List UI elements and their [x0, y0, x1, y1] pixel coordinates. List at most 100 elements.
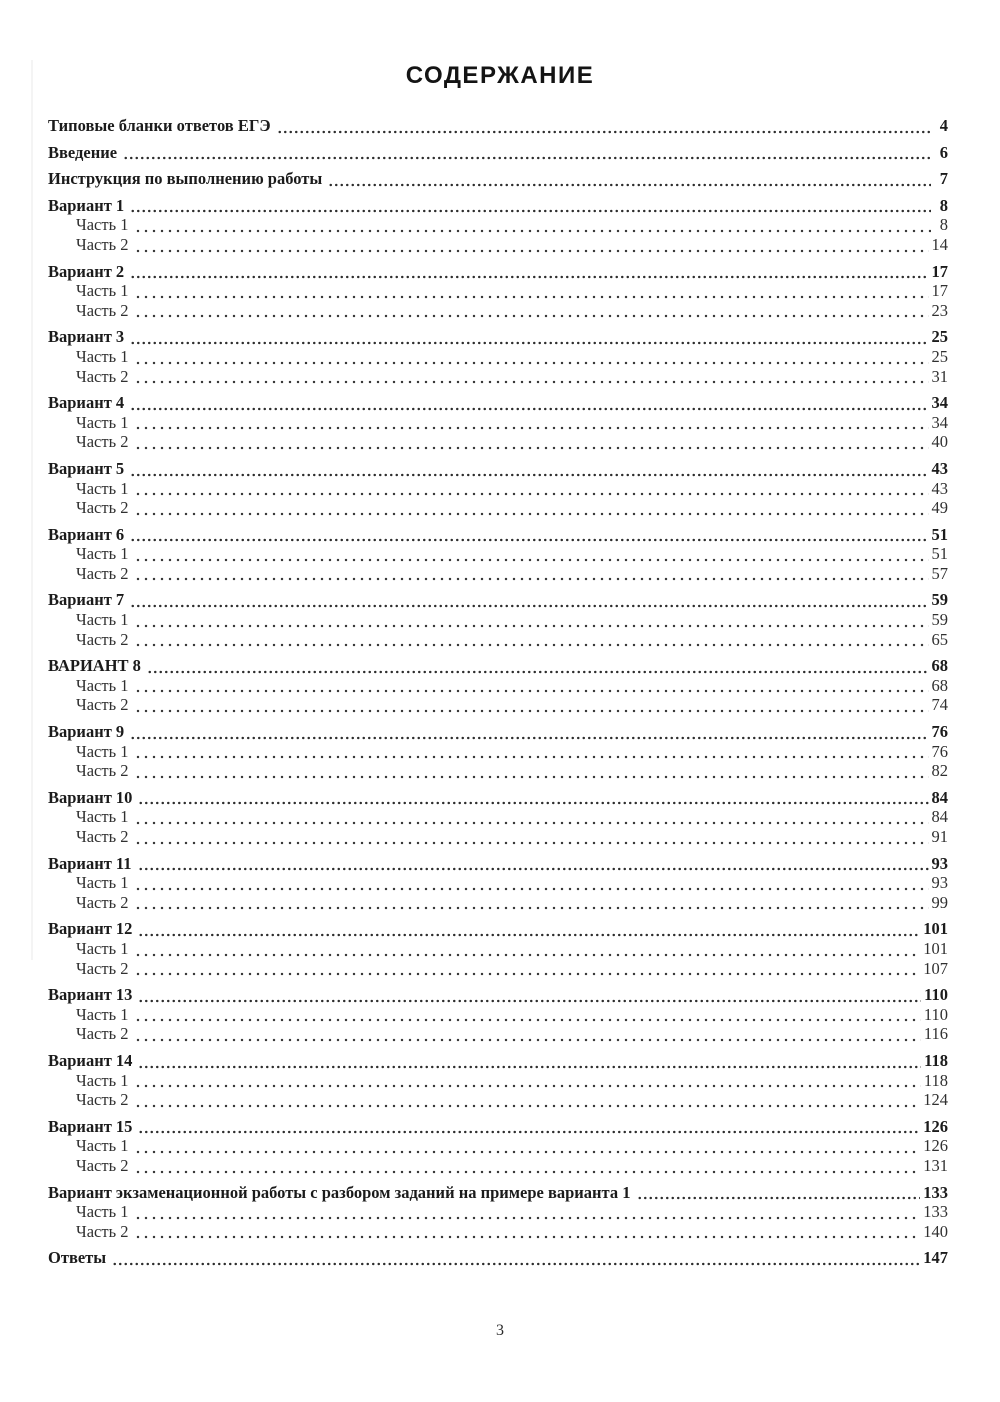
dot-leader	[134, 1090, 921, 1110]
toc-entry-label: Ответы	[48, 1248, 107, 1268]
toc-entry-label: Часть 1	[76, 675, 129, 695]
toc-entry-label: Часть 1	[76, 478, 129, 498]
toc-entry-label: Вариант 14	[48, 1050, 133, 1070]
dot-leader	[138, 787, 929, 808]
dot-leader	[134, 1155, 921, 1176]
toc-entry-label: Вариант 4	[48, 393, 125, 413]
toc-entry-label: Часть 1	[76, 1202, 129, 1222]
toc-entry-page: 57	[931, 563, 949, 583]
dot-leader	[134, 827, 929, 847]
toc-subentry: Часть 1 34	[48, 412, 949, 433]
toc-subentry: Часть 2 49	[48, 498, 948, 518]
toc-entry-page: 74	[931, 695, 949, 715]
dot-leader	[112, 1248, 921, 1268]
toc-entry: Вариант 15 126	[48, 1116, 948, 1137]
toc-entry-label: Часть 2	[76, 761, 129, 781]
toc-subentry: Часть 2 91	[48, 827, 948, 847]
dot-leader	[134, 958, 921, 979]
dot-leader	[130, 327, 929, 347]
toc-entry-label: Часть 2	[76, 366, 129, 386]
toc-subentry: Часть 2 40	[48, 432, 948, 452]
toc-entry-page: 126	[923, 1136, 948, 1156]
toc-subentry: Часть 2 74	[48, 695, 949, 716]
toc-subentry: Часть 2 107	[48, 958, 948, 979]
toc-entry-label: Часть 1	[76, 412, 129, 432]
toc-entry: Вариант 14 118	[48, 1050, 948, 1071]
toc-entry-page: 34	[931, 412, 949, 432]
toc-entry-page: 49	[931, 498, 949, 518]
toc-subentry: Часть 1 51	[48, 544, 948, 564]
dot-leader	[134, 1024, 921, 1044]
dot-leader	[138, 1050, 922, 1071]
dot-leader	[134, 1070, 921, 1091]
toc-entry-page: 31	[931, 366, 949, 386]
dot-leader	[134, 807, 929, 827]
dot-leader	[134, 892, 929, 913]
toc-entry-page: 131	[923, 1155, 948, 1175]
dot-leader	[134, 234, 929, 255]
toc-subentry: Часть 2 124	[48, 1090, 948, 1110]
toc-entry-page: 99	[931, 892, 949, 912]
toc-entry-label: Часть 2	[76, 1221, 129, 1241]
toc-subentry: Часть 1 93	[48, 873, 948, 893]
toc-entry-page: 59	[931, 590, 949, 610]
toc-entry-page: 23	[931, 300, 949, 320]
toc-entry-label: Часть 2	[76, 892, 129, 912]
toc-entry: Типовые бланки ответов ЕГЭ 4	[48, 116, 948, 136]
toc-entry-page: 82	[931, 761, 949, 781]
dot-leader	[134, 610, 929, 630]
dot-leader	[134, 215, 931, 235]
toc-entry-page: 116	[923, 1024, 948, 1044]
toc-entry-page: 4	[939, 116, 948, 135]
dot-leader	[134, 1004, 921, 1025]
toc-entry-label: Часть 2	[76, 234, 129, 254]
toc-subentry: Часть 2 131	[48, 1155, 948, 1176]
toc-entry-page: 118	[923, 1070, 948, 1090]
toc-entry-page: 110	[923, 1004, 948, 1024]
toc-entry-label: Часть 2	[76, 629, 129, 649]
toc-entry-label: Часть 1	[76, 215, 129, 235]
page-title: СОДЕРЖАНИЕ	[405, 62, 595, 89]
dot-leader	[134, 761, 929, 781]
toc-subentry: Часть 1 84	[48, 807, 948, 827]
toc-entry-label: Вариант экзаменационной работы с разборо…	[48, 1182, 631, 1202]
dot-leader	[134, 563, 929, 584]
toc-entry-page: 118	[924, 1050, 948, 1070]
toc-entry-page: 17	[931, 261, 949, 281]
toc-entry: Вариант 13 110	[48, 985, 948, 1005]
toc-entry: Ответы 147	[48, 1248, 948, 1268]
dot-leader	[636, 1182, 921, 1203]
dot-leader	[134, 300, 929, 321]
toc-entry-page: 43	[931, 478, 949, 498]
toc-entry-label: Часть 2	[76, 300, 129, 320]
toc-entry-page: 126	[923, 1116, 948, 1136]
dot-leader	[134, 432, 929, 452]
toc-entry-page: 14	[931, 234, 949, 254]
toc-entry-label: Вариант 2	[48, 261, 125, 281]
dot-leader	[138, 919, 921, 939]
toc-entry: Вариант 9 76	[48, 722, 948, 742]
toc-subentry: Часть 1 68	[48, 675, 949, 696]
toc-entry-label: Вариант 3	[48, 327, 125, 347]
toc-entry-page: 101	[923, 919, 948, 939]
toc-subentry: Часть 1 43	[48, 478, 949, 499]
toc-entry-label: ВАРИАНТ 8	[48, 656, 141, 676]
toc-entry: Вариант 11 93	[48, 853, 948, 874]
toc-entry-page: 68	[931, 675, 949, 695]
toc-entry-page: 110	[924, 985, 948, 1005]
toc-subentry: Часть 1 17	[48, 281, 948, 301]
toc-entry-label: Инструкция по выполнению работы	[48, 169, 323, 189]
dot-leader	[130, 195, 931, 216]
dot-leader	[134, 544, 929, 564]
dot-leader	[134, 498, 929, 518]
dot-leader	[134, 741, 929, 762]
dot-leader	[130, 261, 929, 282]
toc-entry: Вариант экзаменационной работы с разборо…	[48, 1182, 948, 1203]
toc-entry-page: 40	[931, 432, 949, 452]
toc-entry-label: Вариант 6	[48, 524, 125, 544]
toc-subentry: Часть 1 101	[48, 938, 948, 959]
toc-subentry: Часть 2 140	[48, 1221, 948, 1242]
dot-leader	[134, 938, 921, 959]
toc-subentry: Часть 2 116	[48, 1024, 948, 1044]
